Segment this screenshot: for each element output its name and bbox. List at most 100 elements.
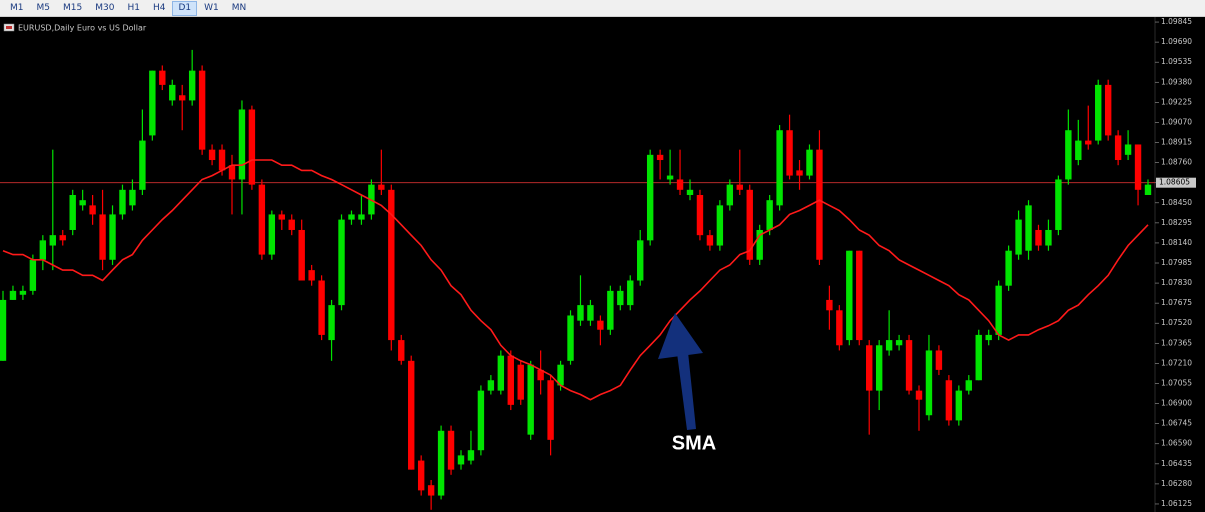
candle-body [736,184,743,190]
symbol-icon-mark [6,26,12,29]
y-tick-label: 1.09380 [1161,77,1192,86]
candle-body [338,219,345,306]
candle-body [288,219,295,230]
y-tick-label: 1.07210 [1161,358,1192,367]
current-price-label: 1.08605 [1159,178,1190,187]
y-tick-label: 1.06435 [1161,459,1192,468]
candle-body [786,130,793,176]
candle-body [627,280,634,306]
candle-body [228,165,236,180]
candle-body [557,364,564,386]
timeframe-button[interactable]: M30 [95,2,115,13]
candle-body [637,240,644,281]
candle-body [975,334,982,381]
y-tick-label: 1.09690 [1161,37,1192,46]
candle-body [875,345,883,391]
y-tick-label: 1.07365 [1161,338,1192,347]
y-tick-label: 1.08915 [1161,138,1192,147]
y-tick-label: 1.07830 [1161,278,1192,287]
timeframe-button[interactable]: MN [231,2,247,13]
candle-body [388,189,395,341]
timeframe-button[interactable]: H4 [152,2,166,13]
annotation-arrow-head [658,313,703,359]
candle-body [328,305,335,341]
timeframe-button[interactable]: D1 [172,0,198,16]
candle-body [597,320,604,330]
timeframe-button[interactable]: M5 [36,2,51,13]
y-tick-label: 1.07675 [1161,298,1192,307]
candle-body [686,189,694,195]
candle-body [617,290,624,306]
candle-body [1035,229,1042,246]
y-tick-label: 1.09070 [1161,117,1192,126]
candle-body [806,149,813,176]
chart: EURUSD,Daily Euro vs US Dollar 1.09845 1.… [0,17,1205,512]
candle-body [607,290,614,330]
candle-body [278,214,285,220]
timeframe-toolbar: M1 M5 M15 M30 H1 H4 D1 W1 MN [0,0,1205,17]
candle-body [706,235,714,246]
candle-body [0,299,7,361]
candle-body [69,194,76,230]
candle-body [866,345,873,391]
candle-body [238,109,246,180]
candle-body [1124,144,1132,155]
candle-body [188,70,196,101]
candle-body [258,184,266,255]
candle-body [726,184,734,206]
candle-body [945,380,953,421]
candle-body [487,380,495,391]
annotation-text: SMA [672,432,716,454]
candle-body [417,460,425,491]
candle-body [676,179,684,190]
candle-body [408,360,415,470]
timeframe-button[interactable]: M15 [63,2,83,13]
y-tick-label: 1.06900 [1161,399,1192,408]
candle-body [1085,140,1092,145]
candle-body [129,189,136,206]
candle-body [985,334,992,341]
candle-body [646,154,654,241]
y-tick-label: 1.07520 [1161,318,1192,327]
candle-body [915,390,923,400]
candle-body [1025,205,1032,251]
candle-body [497,355,505,391]
candle-body [218,149,226,171]
candle-body [965,380,972,391]
candle-body [79,200,86,206]
candle-body [149,70,156,136]
candle-body [1104,84,1112,136]
y-tick-label: 1.08140 [1161,238,1192,247]
candle-body [477,390,485,451]
y-tick-label: 1.06125 [1161,499,1192,508]
candle-body [885,340,893,351]
candle-body [537,369,544,381]
candle-body [527,364,534,435]
candle-body [1065,130,1072,180]
candle-body [756,229,763,260]
candle-body [39,240,47,260]
candle-body [398,340,405,361]
candle-body [427,485,435,496]
candle-body [716,205,724,246]
candle-body [766,200,773,230]
candle-body [796,170,803,176]
candle-body [587,305,594,321]
timeframe-button[interactable]: W1 [204,2,219,13]
candle-body [49,235,56,246]
timeframe-button[interactable]: M1 [10,2,24,13]
candle-body [208,149,216,161]
y-tick-label: 1.09845 [1161,17,1192,26]
candle-body [9,290,17,300]
y-tick-label: 1.06745 [1161,419,1192,428]
candle-body [656,154,664,161]
timeframe-button[interactable]: H1 [127,2,140,13]
y-tick-label: 1.08450 [1161,198,1192,207]
candle-body [248,109,256,185]
candle-body [776,130,783,206]
y-tick-label: 1.06590 [1161,439,1192,448]
candle-body [816,149,823,260]
candle-body [836,310,843,346]
candle-body [895,340,903,346]
